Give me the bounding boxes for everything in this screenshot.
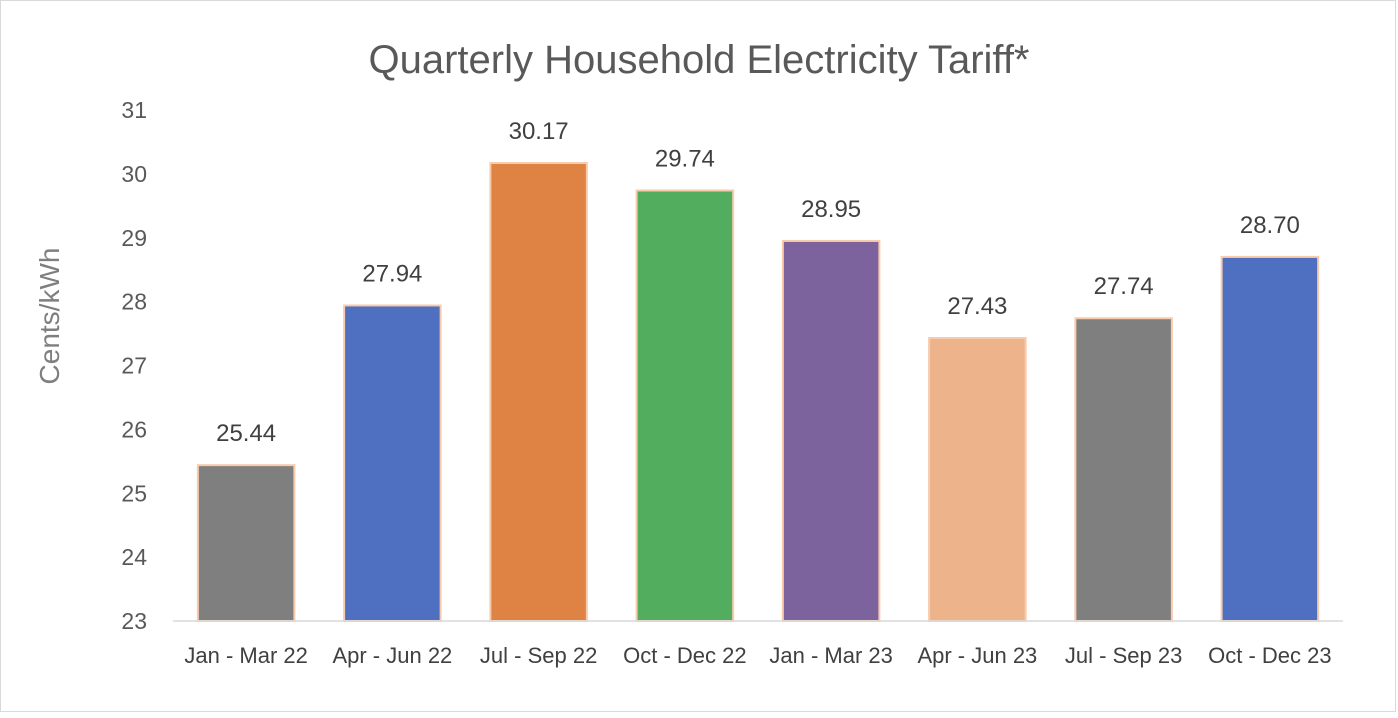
bar	[781, 239, 881, 622]
x-tick-label: Jul - Sep 22	[480, 643, 597, 668]
y-tick-label: 30	[121, 161, 147, 187]
x-tick-label: Apr - Jun 22	[332, 643, 452, 668]
y-axis-label: Cents/kWh	[34, 248, 65, 385]
y-tick-label: 24	[121, 544, 147, 570]
y-tick-label: 28	[121, 289, 147, 315]
y-axis-ticks: 23 24 25 26 27 28 29 30 31	[121, 97, 147, 634]
x-tick-label: Jul - Sep 23	[1065, 643, 1182, 668]
x-tick-label: Apr - Jun 23	[917, 643, 1037, 668]
bar	[1220, 255, 1320, 622]
y-tick-label: 26	[121, 416, 147, 442]
y-tick-label: 23	[121, 608, 147, 634]
data-label: 27.94	[362, 260, 422, 287]
bar	[928, 337, 1027, 622]
data-label: 29.74	[655, 145, 715, 172]
data-label: 28.95	[801, 196, 861, 223]
bar	[489, 162, 588, 623]
bar	[1074, 317, 1173, 622]
data-labels: 25.44 27.94 30.17 29.74 28.95 27.43 27.74 28.70	[216, 118, 1300, 447]
y-tick-label: 29	[121, 225, 147, 251]
y-tick-label: 27	[121, 353, 147, 379]
x-tick-label: Oct - Dec 22	[623, 643, 746, 668]
x-tick-label: Jan - Mar 23	[769, 643, 893, 668]
data-label: 27.43	[947, 293, 1007, 320]
data-label: 30.17	[509, 118, 569, 145]
bars	[196, 162, 1320, 623]
y-tick-label: 31	[121, 97, 147, 123]
bar	[343, 304, 442, 622]
data-label: 25.44	[216, 420, 276, 447]
bar	[196, 464, 296, 622]
x-tick-label: Jan - Mar 22	[184, 643, 308, 668]
y-tick-label: 25	[121, 480, 147, 506]
data-label: 28.70	[1240, 212, 1300, 239]
data-label: 27.74	[1094, 273, 1154, 300]
chart-title: Quarterly Household Electricity Tariff*	[368, 38, 1029, 82]
bar	[635, 189, 735, 622]
x-axis-ticks: Jan - Mar 22 Apr - Jun 22 Jul - Sep 22 Oct …	[184, 643, 1331, 668]
x-tick-label: Oct - Dec 23	[1208, 643, 1331, 668]
